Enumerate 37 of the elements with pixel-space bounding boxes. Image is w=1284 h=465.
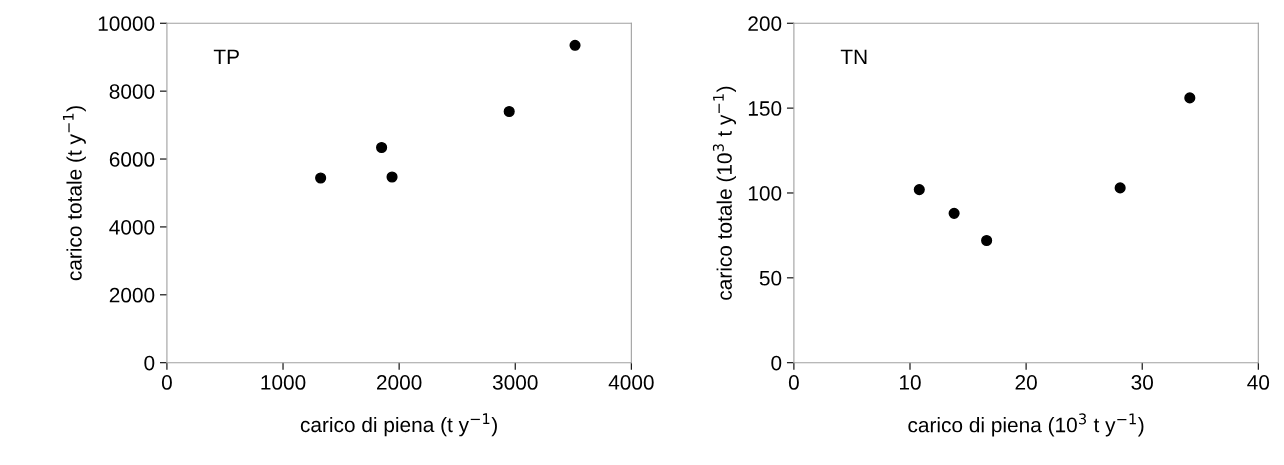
point: [948, 207, 960, 219]
y-axis-title: carico totale (t y$^{−1}$): [62, 106, 86, 281]
x-tick-label: 0: [788, 375, 799, 390]
x-tick-label: 3000: [492, 375, 538, 390]
point: [386, 171, 398, 183]
y-axis-title: carico totale (10$^{3}$ t y$^{−1}$): [712, 86, 737, 300]
y-tick-label: 0: [771, 355, 782, 371]
y-tick-label: 0: [144, 355, 155, 371]
point: [1114, 182, 1126, 194]
annotation: TN: [840, 49, 867, 64]
x-tick-label: 20: [1015, 375, 1037, 390]
annotation: TP: [213, 49, 239, 64]
point: [981, 234, 993, 247]
x-tick-label: 0: [161, 375, 172, 390]
y-tick-label: 10000: [98, 16, 155, 31]
y-tick-label: 4000: [109, 219, 155, 235]
point: [315, 172, 327, 184]
x-axis-title: carico di piena (t y$^{−1}$): [300, 413, 497, 437]
y-tick-label: 6000: [109, 152, 155, 167]
y-tick-label: 50: [759, 270, 782, 286]
x-tick-label: 4000: [608, 375, 654, 390]
point: [503, 105, 515, 118]
x-tick-label: 10: [900, 375, 921, 390]
y-tick-label: 150: [748, 101, 782, 116]
x-tick-label: 2000: [377, 375, 422, 390]
x-axis-title: carico di piena (10$^{3}$ t y$^{−1}$): [908, 413, 1144, 437]
point: [376, 141, 388, 154]
x-tick-label: 1000: [261, 375, 306, 390]
point: [913, 184, 925, 196]
y-tick-label: 2000: [109, 287, 155, 303]
y-tick-label: 8000: [109, 84, 155, 99]
y-tick-label: 100: [748, 185, 782, 201]
point: [1184, 92, 1196, 104]
y-tick-label: 200: [748, 16, 782, 31]
x-tick-label: 30: [1131, 375, 1153, 390]
x-tick-label: 40: [1247, 375, 1270, 390]
point: [569, 39, 581, 51]
